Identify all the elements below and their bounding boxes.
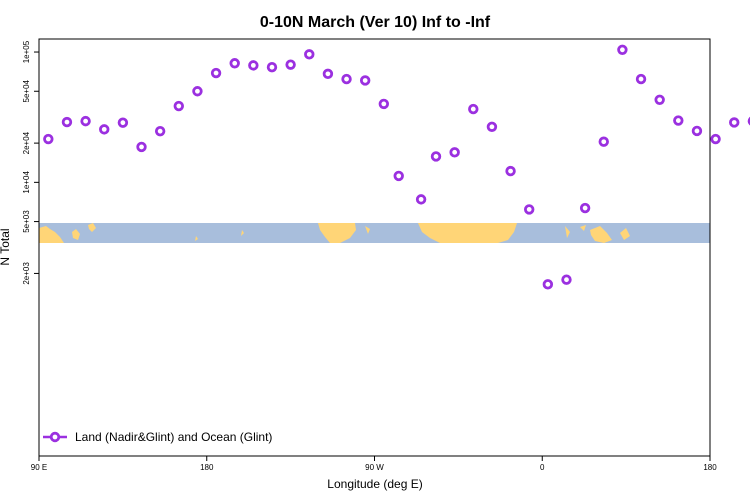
chart-title: 0-10N March (Ver 10) Inf to -Inf bbox=[260, 14, 491, 31]
data-point bbox=[524, 204, 535, 215]
y-tick-label: 5e+03 bbox=[22, 210, 31, 233]
data-point bbox=[285, 59, 296, 70]
y-axis: 2e+03 5e+03 1e+04 2e+04 5e+04 1e+05 bbox=[22, 40, 39, 285]
data-points bbox=[43, 44, 750, 290]
x-tick-label: 180 bbox=[200, 463, 214, 472]
land-shape bbox=[365, 226, 370, 234]
data-point bbox=[173, 100, 184, 112]
land-shape bbox=[418, 223, 517, 243]
map-strip bbox=[39, 223, 710, 243]
data-point bbox=[617, 44, 628, 56]
data-point bbox=[393, 170, 404, 182]
data-point bbox=[99, 124, 110, 135]
y-tick-label: 2e+04 bbox=[22, 131, 31, 154]
data-point bbox=[43, 133, 54, 145]
x-axis-label: Longitude (deg E) bbox=[327, 477, 422, 491]
data-point bbox=[415, 194, 427, 205]
land-shape bbox=[195, 236, 198, 241]
data-point bbox=[598, 136, 609, 147]
data-point bbox=[468, 103, 479, 115]
data-point bbox=[486, 121, 498, 132]
x-tick-label: 90 W bbox=[365, 463, 384, 472]
data-point bbox=[154, 125, 166, 137]
data-point bbox=[266, 61, 278, 73]
x-tick-label: 180 bbox=[703, 463, 717, 472]
land-shape bbox=[565, 226, 570, 238]
land-shape bbox=[72, 229, 80, 240]
data-point bbox=[229, 58, 240, 69]
land-shape bbox=[580, 225, 586, 231]
data-point bbox=[210, 67, 222, 79]
data-point bbox=[654, 94, 665, 105]
y-axis-label: N Total bbox=[0, 228, 12, 265]
data-point bbox=[304, 49, 315, 60]
y-tick-label: 2e+03 bbox=[22, 262, 31, 285]
legend: Land (Nadir&Glint) and Ocean (Glint) bbox=[43, 430, 272, 444]
data-point bbox=[579, 202, 591, 214]
data-point bbox=[192, 86, 203, 97]
land-shape bbox=[88, 223, 96, 232]
data-point bbox=[248, 60, 259, 71]
data-point bbox=[322, 68, 334, 80]
data-point bbox=[710, 133, 721, 145]
legend-marker bbox=[49, 431, 61, 443]
data-point bbox=[691, 125, 703, 137]
data-point bbox=[635, 73, 647, 85]
data-point bbox=[729, 117, 740, 128]
data-point bbox=[673, 115, 684, 126]
x-axis: 90 E 180 90 W 0 180 bbox=[31, 456, 717, 472]
y-tick-label: 1e+05 bbox=[22, 40, 31, 63]
data-point bbox=[542, 279, 554, 290]
data-point bbox=[61, 116, 73, 128]
data-point bbox=[359, 75, 371, 86]
x-tick-label: 0 bbox=[540, 463, 545, 472]
data-point bbox=[505, 165, 516, 177]
ocean-band bbox=[39, 223, 710, 243]
data-point bbox=[449, 147, 460, 158]
land-shape bbox=[241, 230, 244, 236]
data-point bbox=[378, 98, 390, 110]
data-point bbox=[136, 141, 147, 153]
data-point bbox=[80, 115, 91, 127]
x-tick-label: 90 E bbox=[31, 463, 47, 472]
land-shape bbox=[620, 228, 630, 240]
land-shape bbox=[590, 226, 612, 243]
land-shape bbox=[318, 223, 356, 243]
data-point bbox=[430, 151, 442, 162]
data-point bbox=[341, 73, 352, 85]
land-shape bbox=[39, 226, 64, 243]
land-patches bbox=[39, 223, 630, 243]
y-tick-label: 5e+04 bbox=[22, 79, 31, 102]
y-tick-label: 1e+04 bbox=[22, 171, 31, 194]
data-point bbox=[117, 117, 129, 128]
data-point bbox=[561, 274, 572, 285]
legend-label: Land (Nadir&Glint) and Ocean (Glint) bbox=[75, 430, 272, 444]
